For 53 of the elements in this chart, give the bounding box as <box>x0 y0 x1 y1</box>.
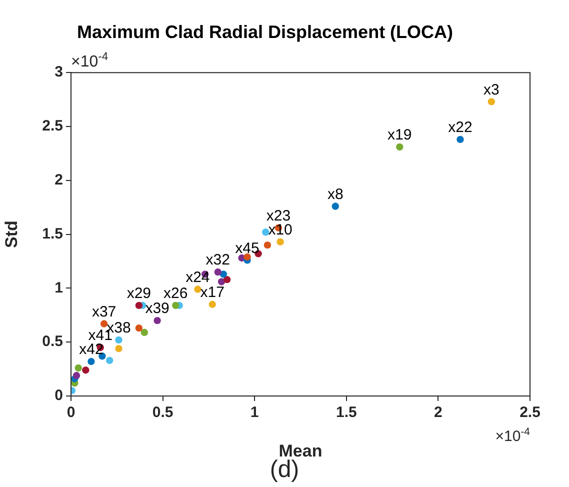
point <box>264 241 272 249</box>
point <box>115 336 122 344</box>
point <box>72 372 80 380</box>
point <box>223 276 231 284</box>
x-tick-label: 0 <box>66 404 76 422</box>
point <box>218 278 226 286</box>
series-label: x8 <box>327 186 344 203</box>
point <box>396 143 404 151</box>
series-label: x19 <box>388 126 412 144</box>
series-label: x32 <box>206 252 230 269</box>
series-label: x3 <box>484 81 500 98</box>
series-label: x17 <box>200 284 224 302</box>
chart-title: Maximum Clad Radial Displacement (LOCA) <box>76 22 454 42</box>
series-label: x37 <box>92 303 116 320</box>
point <box>74 364 82 372</box>
series-label: x42 <box>79 341 104 358</box>
series-label: x29 <box>126 285 152 302</box>
point <box>106 356 114 364</box>
point <box>154 316 161 324</box>
x-tick-label: 2 <box>434 404 442 422</box>
y-tick-label: 0 <box>54 387 63 404</box>
point <box>135 302 143 310</box>
series-label: x22 <box>448 119 472 136</box>
point <box>220 270 227 278</box>
y-tick-label: 1.5 <box>42 225 63 242</box>
point <box>488 98 496 106</box>
point <box>88 358 95 366</box>
y-tick-label: 2 <box>54 172 63 189</box>
x-tick-label: 1.5 <box>336 404 357 422</box>
series-label: x45 <box>235 240 260 257</box>
y-tick-label: 0.5 <box>42 333 63 350</box>
x-tick-label: 2.5 <box>520 404 540 422</box>
y-tick-label: 1 <box>54 279 63 296</box>
point <box>332 202 339 210</box>
point <box>208 300 216 308</box>
series-label: x24 <box>186 268 210 286</box>
y-axis-title: Std <box>2 220 21 248</box>
x-tick-label: 0.5 <box>152 404 174 422</box>
point <box>115 344 122 352</box>
y-tick-label: 2.5 <box>42 118 63 135</box>
point <box>100 320 108 328</box>
point <box>135 324 143 332</box>
series-label: x26 <box>164 285 188 302</box>
point <box>172 302 180 310</box>
y-tick-label: 3 <box>54 64 63 81</box>
point <box>82 366 90 374</box>
point <box>456 136 464 144</box>
point <box>140 328 148 336</box>
point <box>276 238 284 246</box>
series-label: x39 <box>145 300 170 318</box>
x-tick-label: 1 <box>250 404 259 422</box>
point <box>244 253 251 261</box>
point <box>214 268 222 276</box>
